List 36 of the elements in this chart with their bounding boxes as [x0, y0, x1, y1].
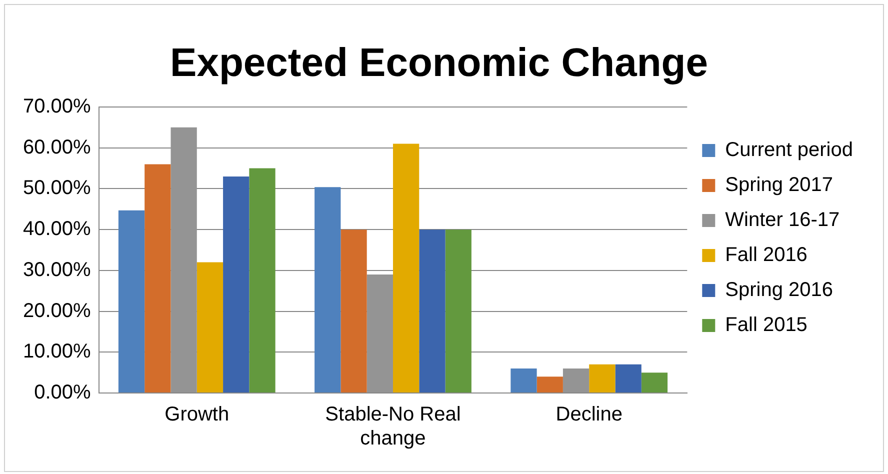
- legend-label: Current period: [725, 139, 853, 162]
- legend-label: Fall 2016: [725, 244, 808, 266]
- bar: [562, 368, 590, 392]
- legend-label: Spring 2017: [725, 174, 834, 196]
- bar: [118, 210, 145, 392]
- bar: [419, 230, 446, 392]
- bar: [314, 187, 341, 392]
- y-tick-label: 30.00%: [22, 258, 92, 281]
- bar: [340, 230, 367, 392]
- bar: [366, 274, 393, 392]
- y-tick-label: 0.00%: [34, 382, 92, 404]
- bar: [536, 376, 563, 392]
- bar: [170, 127, 197, 392]
- bar: [615, 364, 642, 392]
- bar: [392, 144, 420, 392]
- bar: [445, 230, 472, 392]
- y-tick-label: 70.00%: [22, 96, 92, 118]
- y-tick-label: 60.00%: [22, 136, 92, 158]
- x-tick-label: Growth: [164, 404, 230, 426]
- bar: [249, 168, 276, 392]
- bar: [589, 364, 616, 392]
- bar: [196, 262, 224, 392]
- bar: [223, 176, 250, 392]
- x-tick-label: Stable-No Real change: [325, 404, 461, 450]
- legend-label: Winter 16-17: [725, 209, 840, 232]
- bar: [510, 368, 537, 392]
- y-tick-label: 10.00%: [22, 340, 92, 363]
- y-tick-label: 40.00%: [22, 218, 92, 240]
- x-tick-label: Decline: [556, 404, 622, 426]
- legend-label: Fall 2015: [725, 314, 808, 336]
- chart-title: Expected Economic Change: [170, 41, 708, 86]
- y-tick-label: 50.00%: [22, 177, 92, 200]
- y-tick-label: 20.00%: [22, 300, 92, 322]
- bar: [144, 164, 171, 392]
- bar: [641, 372, 668, 392]
- legend-label: Spring 2016: [725, 279, 834, 302]
